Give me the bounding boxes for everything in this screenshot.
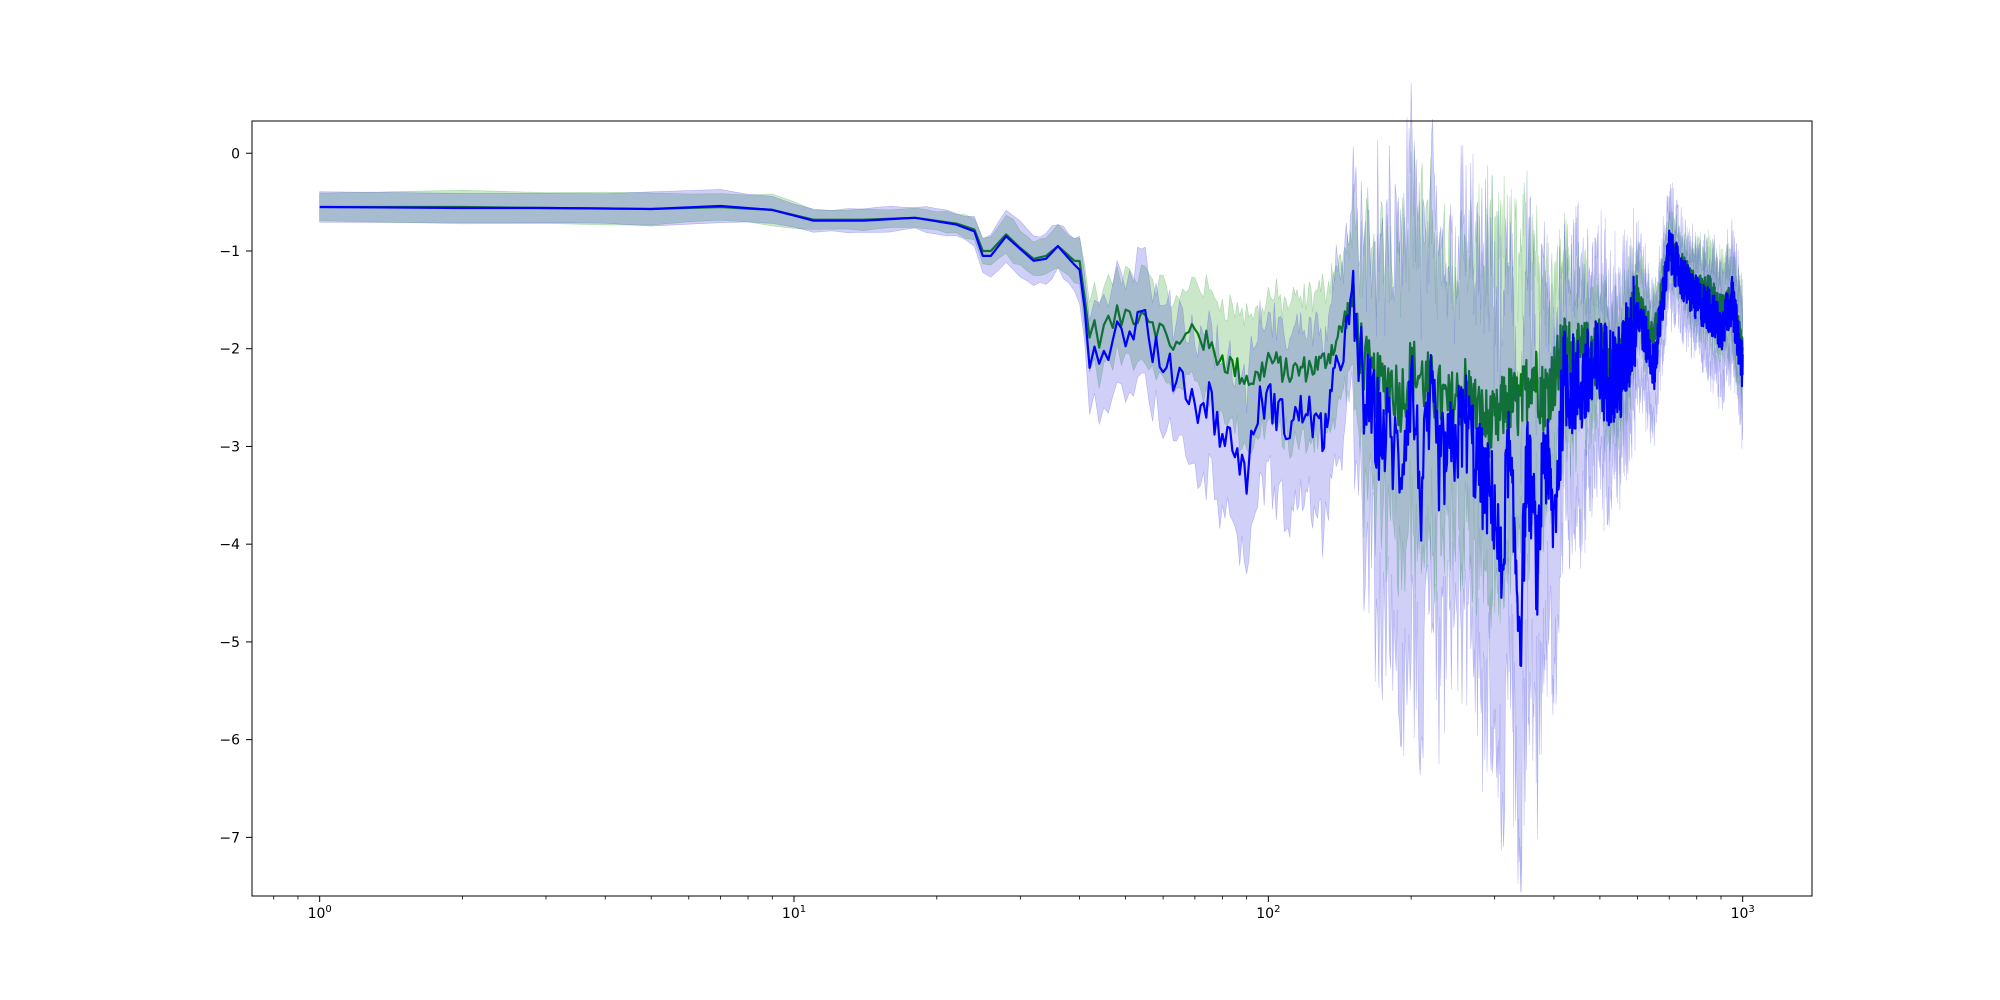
y-tick-label: −6 (219, 733, 240, 749)
series-2-band (319, 82, 1743, 893)
y-tick-label: −4 (219, 537, 240, 553)
x-axis: 100 101 102 103 (273, 896, 1755, 922)
y-tick-label: −5 (219, 635, 240, 651)
y-axis: 0 −1 −2 −3 −4 −5 −6 −7 (219, 146, 252, 846)
y-tick-label: −1 (219, 244, 240, 260)
plot-area (319, 82, 1744, 893)
y-tick-label: −3 (219, 439, 240, 455)
x-tick-label: 100 (308, 904, 332, 922)
x-tick-label: 103 (1731, 904, 1755, 922)
x-tick-label: 102 (1256, 904, 1280, 922)
x-tick-label: 101 (782, 904, 806, 922)
y-tick-label: −7 (219, 830, 240, 846)
y-tick-label: −2 (219, 342, 240, 358)
axes-frame (251, 120, 1813, 897)
series-2-line (319, 204, 1744, 667)
y-tick-label: 0 (231, 146, 240, 162)
